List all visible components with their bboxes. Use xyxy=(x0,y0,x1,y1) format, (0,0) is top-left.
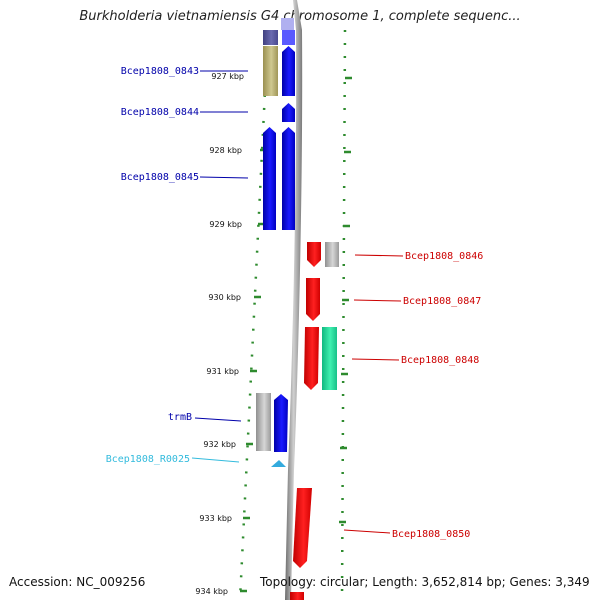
ruler-labels: 927 kbp 928 kbp 929 kbp 930 kbp 931 kbp … xyxy=(195,72,244,596)
ruler-label-933: 933 kbp xyxy=(199,514,232,523)
gene-label-0843: Bcep1808_0843 xyxy=(121,66,199,77)
ruler-label-930: 930 kbp xyxy=(208,293,241,302)
ruler-label-932: 932 kbp xyxy=(203,440,236,449)
gene-bcep1808-0845[interactable] xyxy=(263,127,295,230)
gene-bcep1808-0844[interactable] xyxy=(282,103,295,122)
gene-labels: Bcep1808_0843 Bcep1808_0844 Bcep1808_084… xyxy=(106,66,484,540)
ruler-track xyxy=(238,29,270,600)
gene-label-0848: Bcep1808_0848 xyxy=(401,355,479,366)
gene-label-0847: Bcep1808_0847 xyxy=(403,296,481,307)
gene-bcep1808-0843[interactable] xyxy=(263,46,295,96)
feature-top-sliver xyxy=(281,18,294,30)
gene-label-0845: Bcep1808_0845 xyxy=(121,172,199,183)
gene-label-0844: Bcep1808_0844 xyxy=(121,107,199,118)
gene-bcep1808-0847[interactable] xyxy=(306,278,320,321)
gene-bcep1808-0848[interactable] xyxy=(304,327,337,390)
feature-top-blue xyxy=(282,30,295,45)
topology-text: Topology: circular; Length: 3,652,814 bp… xyxy=(260,575,590,589)
label-leaders xyxy=(191,70,404,534)
chromosome-backbone xyxy=(285,0,303,600)
gene-bcep1808-0846[interactable] xyxy=(307,242,339,267)
ruler-label-929: 929 kbp xyxy=(209,220,242,229)
ruler-label-928: 928 kbp xyxy=(209,146,242,155)
feature-bottom-red xyxy=(290,592,304,600)
gene-label-trmb: trmB xyxy=(168,412,192,423)
map-title: Burkholderia vietnamiensis G4 chromosome… xyxy=(79,9,521,24)
ruler-major-ticks xyxy=(240,74,352,593)
feature-top-purple xyxy=(263,30,278,45)
gene-bcep1808-0850[interactable] xyxy=(293,488,312,568)
outer-dotted-ring xyxy=(340,29,347,600)
gene-label-0846: Bcep1808_0846 xyxy=(405,251,483,262)
ruler-label-927: 927 kbp xyxy=(211,72,244,81)
accession-text: Accession: NC_009256 xyxy=(9,575,146,589)
ruler-label-934: 934 kbp xyxy=(195,587,228,596)
ruler-label-931: 931 kbp xyxy=(206,367,239,376)
gene-label-r0025: Bcep1808_R0025 xyxy=(106,454,190,465)
gene-label-0850: Bcep1808_0850 xyxy=(392,529,470,540)
gene-trmb[interactable] xyxy=(256,393,288,452)
gene-bcep1808-r0025[interactable] xyxy=(271,460,286,467)
